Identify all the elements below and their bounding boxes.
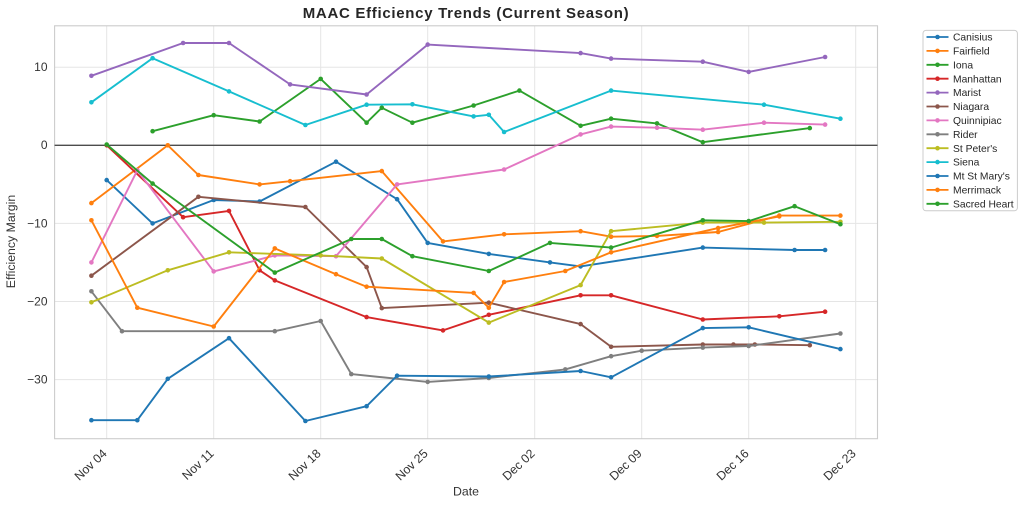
svg-text:Manhattan: Manhattan [953,74,1002,85]
svg-text:Rider: Rider [953,130,978,141]
svg-text:MAAC Efficiency Trends (Curren: MAAC Efficiency Trends (Current Season) [303,5,630,22]
svg-text:Date: Date [453,485,479,499]
svg-text:Merrimack: Merrimack [953,186,1002,197]
svg-text:Fairfield: Fairfield [953,47,990,58]
svg-text:St Peter's: St Peter's [953,144,997,155]
svg-text:0: 0 [41,138,48,152]
svg-text:Efficiency Margin: Efficiency Margin [4,195,18,289]
svg-text:Siena: Siena [953,158,980,169]
svg-text:Niagara: Niagara [953,102,989,113]
svg-text:Mt St Mary's: Mt St Mary's [953,172,1010,183]
svg-text:10: 10 [34,60,48,74]
svg-text:Sacred Heart: Sacred Heart [953,199,1014,210]
svg-text:Quinnipiac: Quinnipiac [953,116,1002,127]
svg-text:−30: −30 [27,373,48,387]
svg-text:Marist: Marist [953,88,981,99]
svg-text:Iona: Iona [953,60,973,71]
svg-text:−10: −10 [27,216,48,230]
svg-text:−20: −20 [27,294,48,308]
svg-text:Canisius: Canisius [953,33,993,44]
